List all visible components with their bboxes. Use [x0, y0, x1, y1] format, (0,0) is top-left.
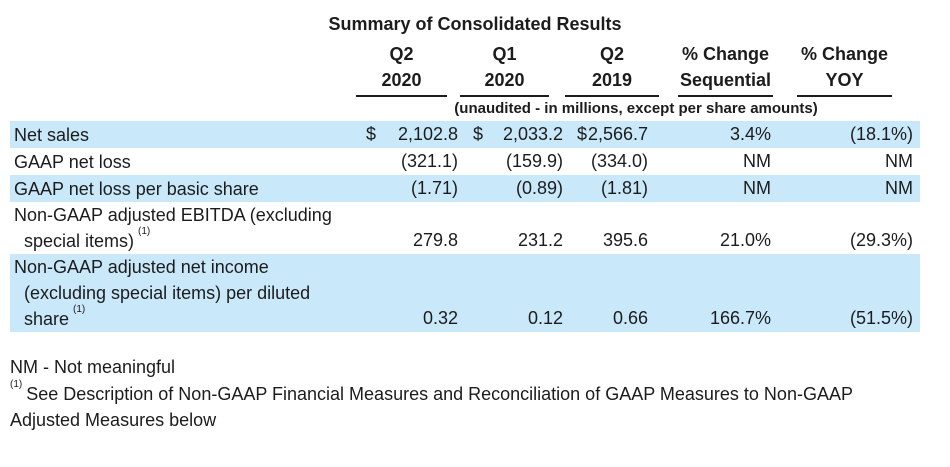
column-header-year: 2020 — [381, 70, 422, 90]
table-footer-notes: NM - Not meaningful (1) See Description o… — [10, 354, 922, 433]
cell-q2-2020: 279.8 — [412, 230, 458, 250]
table-row-non-gaap-adjusted-ebitda: Non-GAAP adjusted EBITDA (excluding spec… — [10, 202, 920, 254]
cell-change-sequential: 21.0% — [719, 230, 771, 250]
cell-change-sequential: NM — [743, 151, 771, 171]
row-label-line: GAAP net loss — [14, 152, 131, 172]
cell-q2-2019: (334.0) — [590, 151, 648, 171]
cell-change-sequential: 166.7% — [657, 254, 785, 332]
table-row-net-sales: Net sales $ 2,102.8 $ 2,033.2 $ 2,566.7 — [10, 121, 920, 148]
money-cell: $ 2,102.8 — [352, 121, 458, 148]
column-header-underline: % Change Sequential — [678, 41, 773, 97]
money-cell: $ 2,566.7 — [565, 121, 648, 148]
column-header-q2-2019: Q2 2019 — [565, 41, 659, 97]
currency-symbol: $ — [577, 124, 588, 144]
units-note-row: (unaudited - in millions, except per sha… — [10, 97, 920, 121]
column-header-change-yoy: % Change YOY — [785, 41, 920, 97]
cell-q2-2019: 0.66 — [565, 254, 657, 332]
cell-change-sequential: 3.4% — [657, 121, 785, 148]
footnote-text: See Description of Non-GAAP Financial Me… — [10, 384, 853, 430]
footnote-marker: (1) — [10, 379, 23, 390]
cell-value: 2,566.7 — [587, 124, 648, 144]
cell-change-yoy: (18.1%) — [785, 121, 920, 148]
column-header-yoy: YOY — [825, 70, 864, 90]
cell-q1-2020: 231.2 — [517, 230, 563, 250]
cell-change-yoy: NM — [785, 175, 920, 202]
money-cell: $ 2,033.2 — [460, 121, 563, 148]
column-header-year: 2020 — [484, 70, 525, 90]
units-note: (unaudited - in millions, except per sha… — [454, 100, 818, 117]
cell-change-sequential: NM — [657, 175, 785, 202]
cell-q2-2020: (1.71) — [352, 175, 460, 202]
nm-definition-note: NM - Not meaningful — [10, 357, 176, 377]
row-label: GAAP net loss per basic share — [10, 175, 352, 202]
column-header-change: % Change — [800, 44, 888, 64]
column-header-period: Q2 — [599, 44, 624, 64]
row-label-line: Non-GAAP adjusted EBITDA (excluding — [14, 205, 332, 225]
label-column-header — [10, 41, 352, 97]
table-row-gaap-net-loss: GAAP net loss (321.1) (159.9) (334.0) NM… — [10, 148, 920, 175]
units-note-spacer — [10, 97, 352, 121]
column-header-underline: Q2 2019 — [565, 41, 659, 97]
cell-change-yoy: NM — [885, 151, 913, 171]
column-header-q2-2020: Q2 2020 — [352, 41, 460, 97]
column-header-period: Q1 — [492, 44, 517, 64]
cell-value: 2,102.8 — [397, 124, 458, 144]
row-label-line: share (1) — [24, 304, 86, 330]
row-label-line: Net sales — [14, 125, 90, 145]
column-header-year: 2019 — [591, 70, 633, 90]
table-header-row: Q2 2020 Q1 2020 Q2 2019 % Change S — [10, 41, 920, 97]
cell-value: 2,033.2 — [502, 124, 563, 144]
column-header-change: % Change — [681, 44, 769, 64]
cell-q1-2020: $ 2,033.2 — [460, 121, 565, 148]
column-header-underline: Q1 2020 — [460, 41, 549, 97]
cell-q2-2020: (321.1) — [400, 151, 458, 171]
column-header-change-sequential: % Change Sequential — [657, 41, 785, 97]
cell-q2-2019: $ 2,566.7 — [565, 121, 657, 148]
cell-change-yoy: (51.5%) — [785, 254, 920, 332]
cell-q1-2020: (0.89) — [460, 175, 565, 202]
non-gaap-footnote: (1) See Description of Non-GAAP Financial… — [10, 379, 922, 433]
currency-symbol: $ — [473, 124, 484, 144]
row-label: Net sales — [10, 121, 352, 148]
column-header-sequential: Sequential — [679, 70, 772, 90]
cell-q1-2020: 0.12 — [460, 254, 565, 332]
row-label: Non-GAAP adjusted EBITDA (excluding spec… — [10, 202, 352, 254]
table-row-non-gaap-adjusted-net-income: Non-GAAP adjusted net income (excluding … — [10, 254, 920, 332]
footnote-marker: (1) — [73, 304, 86, 315]
column-header-underline: % Change YOY — [797, 41, 892, 97]
column-header-period: Q2 — [389, 44, 414, 64]
row-label-line: GAAP net loss per basic share — [14, 179, 259, 199]
consolidated-results-table: Q2 2020 Q1 2020 Q2 2019 % Change S — [10, 41, 920, 332]
currency-symbol: $ — [366, 124, 377, 144]
row-label-line: Non-GAAP adjusted net income — [14, 257, 269, 277]
cell-change-yoy: (29.3%) — [849, 230, 913, 250]
cell-q2-2019: (1.81) — [565, 175, 657, 202]
column-header-q1-2020: Q1 2020 — [460, 41, 565, 97]
page-title: Summary of Consolidated Results — [328, 14, 622, 34]
footnote-marker: (1) — [138, 226, 151, 237]
cell-q2-2020: $ 2,102.8 — [352, 121, 460, 148]
cell-q2-2019: 395.6 — [602, 230, 648, 250]
cell-q1-2020: (159.9) — [505, 151, 563, 171]
table-row-gaap-net-loss-per-basic-share: GAAP net loss per basic share (1.71) (0.… — [10, 175, 920, 202]
row-label-line: (excluding special items) per diluted — [24, 283, 311, 303]
row-label: GAAP net loss — [10, 148, 352, 175]
column-header-underline: Q2 2020 — [356, 41, 447, 97]
row-label: Non-GAAP adjusted net income (excluding … — [10, 254, 352, 332]
cell-q2-2020: 0.32 — [352, 254, 460, 332]
row-label-line: special items) (1) — [24, 226, 151, 252]
